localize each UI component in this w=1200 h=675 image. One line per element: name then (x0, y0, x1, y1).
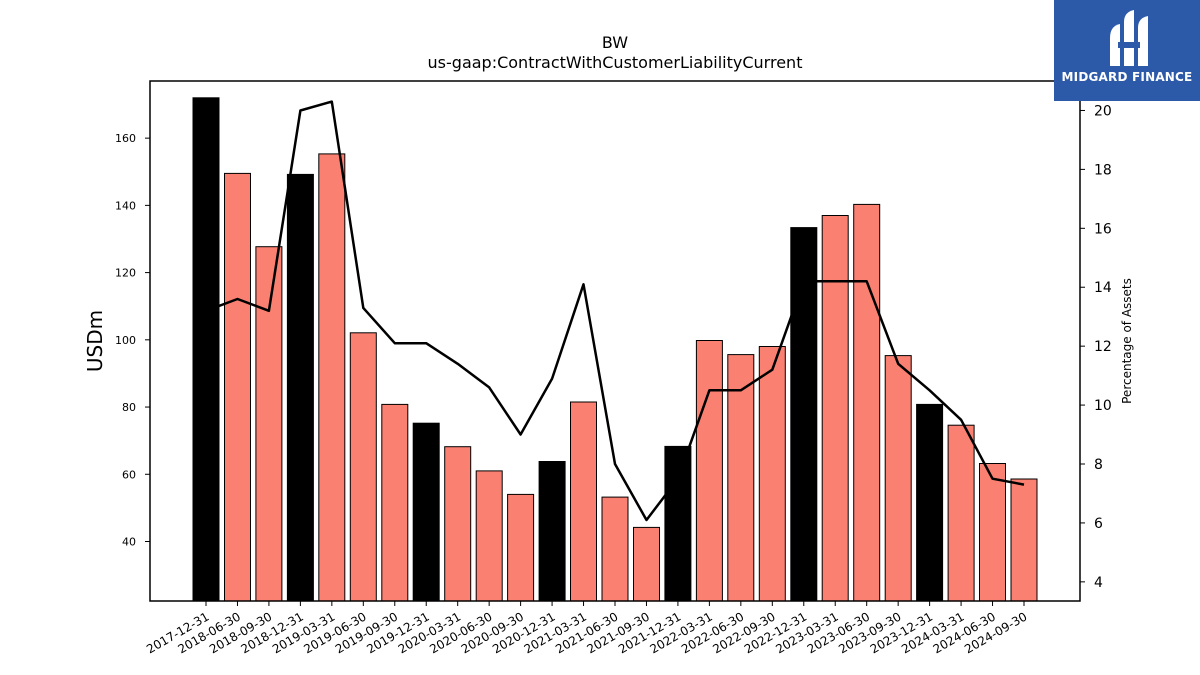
bar-2023-06-30 (853, 203, 881, 602)
bar-2023-09-30 (884, 355, 912, 602)
y-tick-label: 60 (122, 468, 136, 481)
y-tick-label: 80 (122, 401, 136, 414)
bar-2022-09-30 (758, 346, 786, 602)
bar-2021-06-30 (601, 496, 629, 602)
bar-2019-09-30 (381, 403, 409, 602)
bar-2019-06-30 (349, 332, 377, 602)
bar-2024-09-30 (1010, 478, 1038, 602)
right-axis: 4 6 8 10 12 14 16 18 20 (1080, 103, 1112, 591)
y-tick-label: 40 (122, 536, 136, 549)
y-tick-label: 160 (115, 132, 136, 145)
brand-logo: MIDGARD FINANCE (1054, 0, 1200, 101)
bar-2017-12-31 (192, 97, 220, 602)
bar-2020-03-31 (444, 446, 472, 602)
y2-tick-label: 6 (1094, 516, 1103, 532)
bar-2020-09-30 (507, 493, 535, 602)
bar-2023-12-31 (916, 403, 944, 602)
bar-2019-03-31 (318, 153, 346, 602)
bar-2021-03-31 (570, 401, 597, 602)
left-axis: 40 60 80 100 120 140 160 (115, 132, 150, 549)
bar-2022-06-30 (727, 354, 755, 602)
bar-2022-03-31 (695, 340, 723, 602)
y-tick-label: 120 (115, 267, 136, 280)
y2-tick-label: 8 (1094, 457, 1103, 473)
bar-series (192, 97, 1038, 602)
bar-2024-03-31 (947, 424, 975, 602)
bar-2021-12-31 (664, 445, 692, 602)
bar-2023-03-31 (821, 215, 849, 602)
bar-2020-06-30 (475, 470, 503, 602)
line-series (205, 100, 1025, 522)
bar-2024-06-30 (979, 463, 1006, 602)
bar-2020-12-31 (538, 461, 566, 602)
y2-axis-label: Percentage of Assets (1120, 278, 1134, 404)
logo-mark-icon (1110, 10, 1148, 66)
y2-tick-label: 4 (1094, 575, 1103, 591)
bar-2019-12-31 (412, 422, 440, 602)
bar-2022-12-31 (790, 227, 818, 602)
chart-subtitle: us-gaap:ContractWithCustomerLiabilityCur… (428, 53, 803, 72)
x-axis: 2017-12-312018-06-302018-09-302018-12-31… (144, 601, 1030, 656)
y-tick-label: 100 (115, 334, 136, 347)
logo-text: MIDGARD FINANCE (1061, 70, 1193, 84)
y2-tick-label: 12 (1094, 339, 1112, 355)
bar-2021-09-30 (633, 526, 660, 602)
y2-tick-label: 14 (1094, 280, 1112, 296)
chart-title: BW (602, 33, 628, 52)
bar-2018-09-30 (255, 246, 283, 602)
y2-tick-label: 16 (1094, 221, 1112, 237)
y-tick-label: 140 (115, 199, 136, 212)
bar-2018-06-30 (224, 172, 251, 602)
y2-tick-label: 20 (1094, 103, 1112, 119)
percentage-line (205, 100, 1025, 522)
y2-tick-label: 18 (1094, 162, 1112, 178)
bar-2018-12-31 (286, 173, 314, 602)
y-axis-label: USDm (83, 310, 107, 372)
y2-tick-label: 10 (1094, 398, 1112, 414)
